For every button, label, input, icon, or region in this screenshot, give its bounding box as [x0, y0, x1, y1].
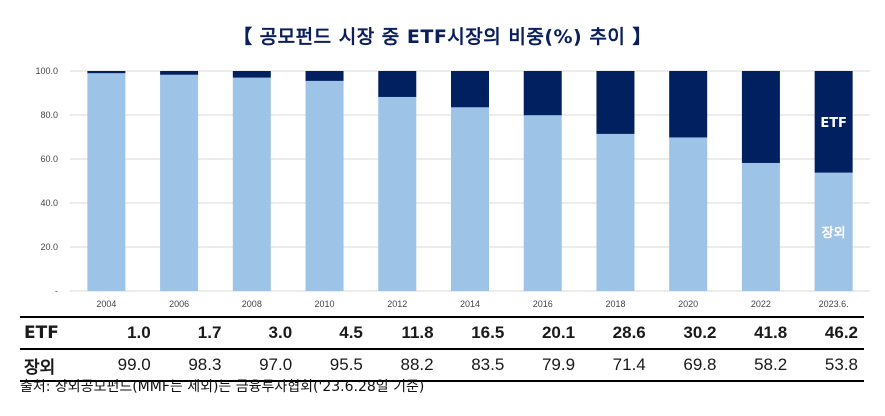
- table-cell: 1.7: [156, 316, 228, 349]
- bar-segment: [523, 71, 562, 116]
- bar-segment: [232, 71, 271, 78]
- series-label: 장외: [822, 225, 846, 241]
- bar-segment: [160, 71, 199, 75]
- bar-segment: [451, 107, 489, 291]
- table-cell: 69.8: [651, 348, 723, 382]
- table-cell: 53.8: [793, 348, 864, 382]
- x-tick-label: 2016: [533, 299, 553, 309]
- bar-segment: [87, 73, 126, 291]
- bar-segment: [232, 77, 271, 291]
- row-label-etf: ETF: [20, 316, 86, 349]
- y-tick-label: 100.0: [35, 66, 58, 76]
- table-cell: 1.0: [86, 316, 157, 349]
- x-tick-label: 2022: [751, 299, 771, 309]
- table-cell: 71.4: [581, 348, 652, 382]
- source-note: 출처: 장외공모펀드(MMF는 제외)는 금융투자협회('23.6.28일 기준…: [20, 379, 425, 395]
- bar-segment: [451, 71, 489, 108]
- chart-title: 【 공모펀드 시장 중 ETF시장의 비중(%) 추이 】: [233, 26, 652, 48]
- bar-segment: [596, 133, 635, 291]
- bar-segment: [160, 74, 199, 292]
- table-cell: 41.8: [722, 316, 794, 349]
- y-tick-label: 40.0: [40, 198, 58, 208]
- table-cell: 58.2: [722, 348, 794, 382]
- table-cell: 98.3: [156, 348, 228, 382]
- table-cell: 28.6: [581, 316, 652, 349]
- x-tick-label: 2020: [678, 299, 698, 309]
- bars: [87, 71, 853, 292]
- y-tick-label: 60.0: [40, 154, 58, 164]
- x-tick-label: 2014: [460, 299, 480, 309]
- bar-segment: [378, 71, 417, 97]
- bar-segment: [523, 115, 562, 291]
- y-tick-label: 20.0: [40, 242, 58, 252]
- row-label-jangoe: 장외: [20, 348, 86, 382]
- table-cell: 16.5: [439, 316, 511, 349]
- x-tick-label: 2018: [605, 299, 625, 309]
- bar-segment: [305, 80, 344, 292]
- table-cell: 79.9: [510, 348, 582, 382]
- table-row-jangoe: 장외 99.0 98.3 97.0 95.5 88.2 83.5 79.9 71…: [20, 348, 864, 382]
- data-table: ETF 1.0 1.7 3.0 4.5 11.8 16.5 20.1 28.6 …: [20, 316, 864, 382]
- table-cell: 30.2: [651, 316, 723, 349]
- x-tick-label: 2006: [169, 299, 189, 309]
- table-row-etf: ETF 1.0 1.7 3.0 4.5 11.8 16.5 20.1 28.6 …: [20, 316, 864, 349]
- bar-segment: [814, 71, 853, 173]
- table-cell: 46.2: [793, 316, 864, 349]
- x-tick-label: 2012: [387, 299, 407, 309]
- table-cell: 20.1: [510, 316, 582, 349]
- bar-segment: [305, 71, 344, 81]
- bar-segment: [596, 71, 635, 134]
- table-cell: 97.0: [227, 348, 299, 382]
- x-tick-label: 2004: [96, 299, 116, 309]
- table-cell: 88.2: [368, 348, 440, 382]
- bar-segment: [669, 137, 708, 291]
- stacked-bar-chart: - 20.0 40.0 60.0 80.0 100.0 2004 2006 2008 2010 20…: [35, 66, 870, 309]
- y-tick-label: 80.0: [40, 110, 58, 120]
- x-tick-label: 2023.6.: [819, 299, 849, 309]
- table-cell: 11.8: [368, 316, 440, 349]
- bar-segment: [741, 71, 780, 163]
- table-cell: 3.0: [227, 316, 299, 349]
- table-cell: 4.5: [298, 316, 369, 349]
- x-tick-label: 2010: [315, 299, 335, 309]
- table-cell: 99.0: [86, 348, 157, 382]
- x-tick-label: 2008: [242, 299, 262, 309]
- bar-segment: [87, 71, 126, 74]
- bar-segment: [814, 172, 853, 291]
- series-label: ETF: [820, 116, 847, 131]
- tick-labels: - 20.0 40.0 60.0 80.0 100.0 2004 2006 2008 2010 20…: [35, 66, 848, 309]
- bar-segment: [669, 71, 708, 138]
- table-cell: 83.5: [439, 348, 511, 382]
- bar-segment: [741, 162, 780, 291]
- table-cell: 95.5: [298, 348, 369, 382]
- y-tick-label: -: [55, 286, 58, 296]
- bar-segment: [378, 96, 417, 292]
